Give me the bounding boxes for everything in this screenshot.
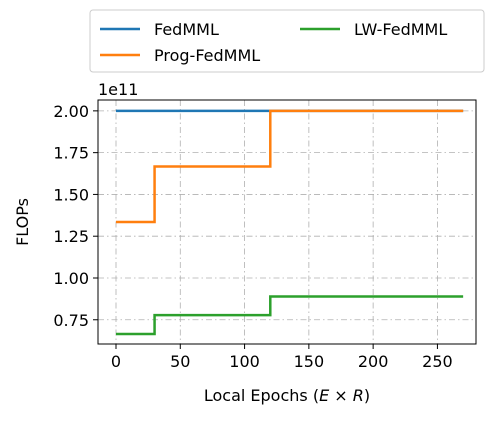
x-axis-label-r: R (353, 386, 364, 405)
x-axis-label-prefix: Local Epochs ( (204, 386, 319, 405)
y-offset-label: 1e11 (98, 80, 138, 99)
series-line-lw-fedmml (116, 295, 464, 336)
y-tick-label: 1.00 (53, 269, 89, 288)
x-tick-label: 200 (358, 352, 389, 371)
legend-label-lw-fedmml: LW-FedMML (354, 20, 447, 39)
y-tick-label: 1.75 (53, 144, 89, 163)
x-axis-label: Local Epochs (E × R) (204, 386, 370, 405)
x-axis-label-times: × (329, 386, 353, 405)
x-tick-label: 50 (170, 352, 190, 371)
x-tick-label: 150 (294, 352, 325, 371)
series-lines (116, 109, 464, 336)
y-tick-label: 1.25 (53, 227, 89, 246)
x-tick-label: 250 (422, 352, 453, 371)
legend-label-prog-fedmml: Prog-FedMML (154, 46, 260, 65)
x-tick-label: 0 (111, 352, 121, 371)
x-axis-ticks: 0 50 100 150 200 250 (111, 344, 453, 371)
legend-frame (89, 9, 485, 73)
y-axis-ticks: 0.75 1.00 1.25 1.50 1.75 2.00 (53, 102, 98, 330)
legend: FedMML Prog-FedMML LW-FedMML (89, 9, 485, 73)
x-axis-label-e: E (319, 386, 330, 405)
y-tick-label: 2.00 (53, 102, 89, 121)
y-axis-label: FLOPs (13, 198, 32, 246)
series-line-prog-fedmml (116, 109, 464, 224)
x-axis-label-suffix: ) (364, 386, 370, 405)
y-tick-label: 0.75 (53, 311, 89, 330)
plot-frame (97, 99, 477, 345)
legend-label-fedmml: FedMML (154, 20, 219, 39)
x-tick-label: 100 (229, 352, 260, 371)
y-tick-label: 1.50 (53, 185, 89, 204)
